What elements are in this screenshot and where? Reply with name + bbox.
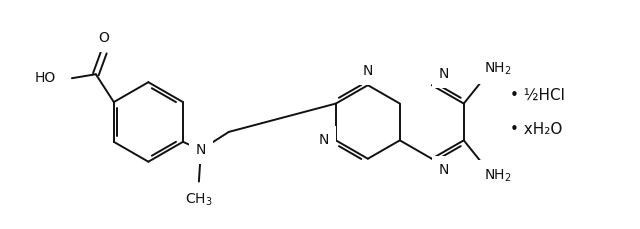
Text: N: N <box>319 133 329 147</box>
Text: • ½HCl: • ½HCl <box>509 88 564 103</box>
Text: NH$_2$: NH$_2$ <box>484 60 511 77</box>
Text: • xH₂O: • xH₂O <box>509 123 562 137</box>
Text: N: N <box>363 64 373 78</box>
Text: N: N <box>196 143 206 157</box>
Text: N: N <box>439 67 449 81</box>
Text: O: O <box>99 31 109 45</box>
Text: NH$_2$: NH$_2$ <box>484 167 511 184</box>
Text: CH$_3$: CH$_3$ <box>185 191 212 208</box>
Text: N: N <box>439 163 449 177</box>
Text: HO: HO <box>35 71 56 85</box>
